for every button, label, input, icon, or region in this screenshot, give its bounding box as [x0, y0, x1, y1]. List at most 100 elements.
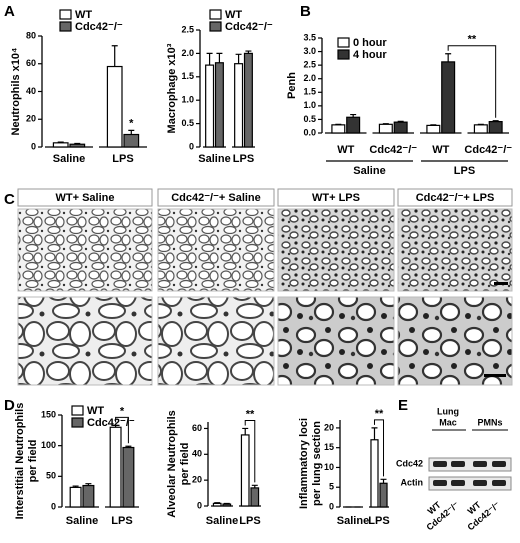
bar: [222, 503, 232, 507]
bar: [234, 63, 244, 148]
blot-band: [451, 480, 465, 486]
error-bar: [382, 123, 389, 125]
error-bar: [350, 113, 357, 118]
micrograph-high: [157, 296, 275, 386]
legend-label: Cdc42⁻/⁻: [75, 21, 123, 33]
group-label: Saline: [353, 165, 385, 177]
panel-label: A: [4, 3, 15, 20]
blot-strip: [428, 457, 512, 472]
blot-band: [433, 480, 447, 486]
y-tick-label: 0: [189, 141, 194, 151]
y-tick-label: 1.0: [303, 100, 316, 110]
significance-bracket: [447, 45, 497, 118]
legend-swatch: [71, 405, 84, 416]
blot-group-label: PMNs: [477, 417, 502, 427]
y-tick-label: 10: [324, 462, 334, 472]
error-bar: [445, 53, 452, 62]
bar: [250, 487, 260, 507]
bar: [205, 64, 215, 148]
y-tick-label: 50: [46, 471, 56, 481]
bar: [69, 486, 82, 508]
y-tick-label: 40: [26, 86, 36, 96]
y-axis-label: per field: [27, 440, 39, 483]
blot-row-label: Actin: [401, 477, 424, 487]
y-axis-label: Penh: [286, 72, 298, 99]
error-bar: [206, 52, 213, 66]
y-tick-label: 20: [26, 114, 36, 124]
micrograph-title: Cdc42⁻/⁻+ LPS: [416, 192, 495, 204]
y-tick-label: 0: [197, 500, 202, 510]
y-tick-label: 2.5: [303, 60, 316, 70]
legend-label: WT: [225, 9, 242, 21]
error-bar: [251, 484, 258, 488]
error-bar: [371, 427, 378, 440]
micrograph-low: [17, 208, 153, 292]
legend-swatch: [337, 37, 350, 48]
x-tick-label: Cdc42⁻/⁻: [369, 144, 417, 156]
significance: *: [129, 117, 134, 129]
error-bar: [492, 120, 499, 122]
error-bar: [214, 502, 221, 504]
error-bar: [477, 123, 484, 125]
bar: [69, 143, 86, 148]
blot-strip: [428, 476, 512, 491]
x-tick-label: Saline: [206, 515, 238, 527]
micrograph-title-box: [157, 188, 275, 207]
x-tick-label: Saline: [337, 515, 369, 527]
error-bar: [242, 427, 249, 435]
micrograph-title: WT+ Saline: [56, 192, 115, 204]
y-axis-label: per field: [179, 443, 191, 486]
blot-group-label: Mac: [439, 417, 457, 427]
y-tick-label: 40: [192, 449, 202, 459]
scale-bar: [494, 282, 508, 285]
y-tick-label: 100: [41, 440, 56, 450]
panel-label: C: [4, 191, 15, 208]
y-tick-label: 1.0: [181, 95, 194, 105]
blot-band: [451, 461, 465, 467]
y-tick-label: 60: [192, 423, 202, 433]
y-tick-label: 80: [26, 30, 36, 40]
micrograph-title: Cdc42⁻/⁻+ Saline: [171, 192, 261, 204]
y-tick-label: 3.5: [303, 32, 316, 42]
blot-band: [433, 461, 447, 467]
significance-bracket: [373, 419, 385, 477]
micrograph-low: [157, 208, 275, 292]
micrograph-low: [277, 208, 395, 292]
micrograph-title-box: [397, 188, 513, 207]
y-tick-label: 60: [26, 58, 36, 68]
y-axis-label: Macrophage x10³: [166, 43, 178, 133]
y-axis-label: Neutrophils x10⁴: [10, 48, 22, 136]
y-tick-label: 5: [329, 482, 334, 492]
legend-label: WT: [75, 9, 92, 21]
blot-row-label: Cdc42: [396, 458, 423, 468]
error-bar: [216, 52, 223, 63]
bar: [346, 116, 361, 134]
bar: [393, 121, 408, 134]
bar: [488, 120, 503, 134]
x-tick-label: Saline: [53, 153, 85, 165]
panel-label: E: [398, 397, 408, 414]
legend-swatch: [59, 21, 72, 32]
y-tick-label: 0: [329, 501, 334, 511]
y-tick-label: 1.5: [181, 71, 194, 81]
significance: *: [120, 405, 125, 417]
bar: [243, 52, 253, 148]
bar: [370, 439, 379, 508]
x-tick-label: Saline: [198, 153, 230, 165]
x-tick-label: LPS: [368, 515, 389, 527]
y-axis-label: Interstitial Neutrophils: [14, 403, 26, 520]
error-bar: [223, 502, 230, 505]
x-tick-label: Saline: [66, 515, 98, 527]
x-tick-label: LPS: [112, 153, 133, 165]
bar: [378, 123, 393, 134]
bar: [473, 124, 488, 134]
y-tick-label: 15: [324, 442, 334, 452]
y-axis-label: per lung section: [311, 421, 323, 506]
error-bar: [430, 124, 437, 126]
y-tick-label: 2.5: [181, 24, 194, 34]
error-bar: [335, 123, 342, 125]
bar: [441, 61, 456, 134]
bar: [122, 446, 135, 508]
bar: [109, 426, 122, 508]
